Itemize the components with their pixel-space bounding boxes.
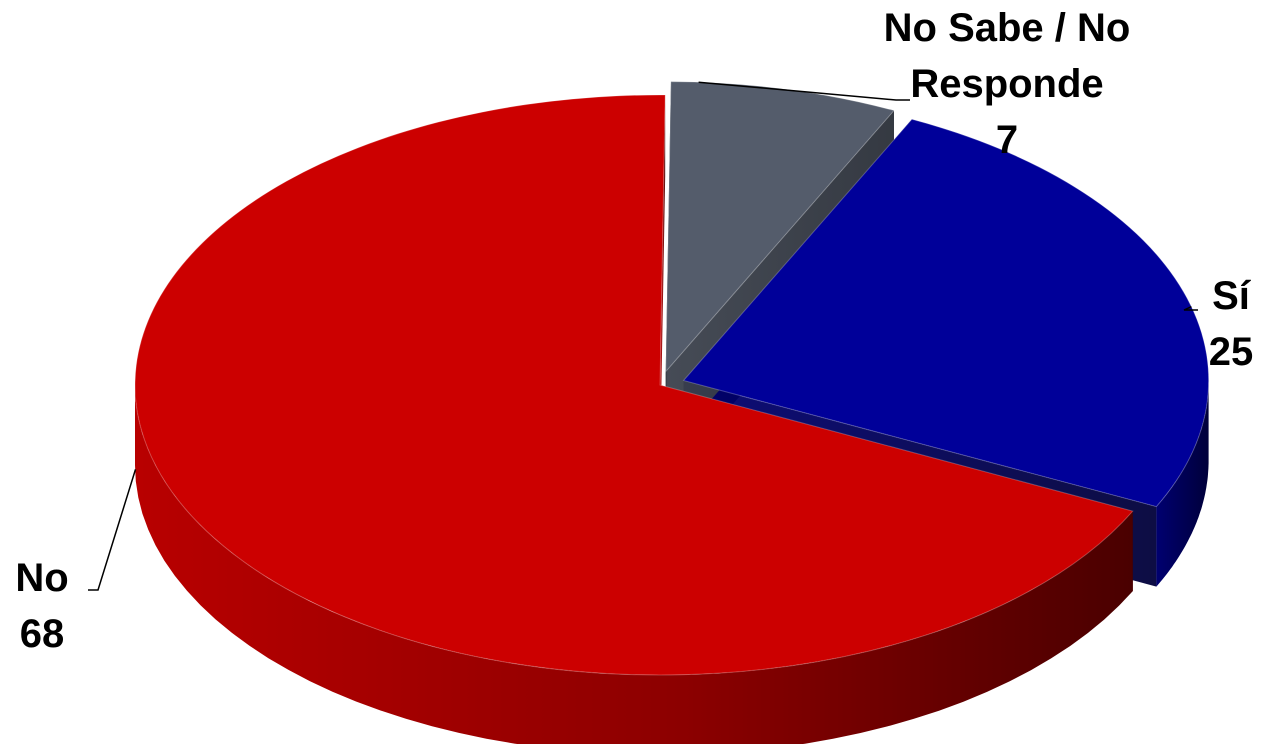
pie-slice-s-: [682, 118, 1210, 508]
slice-label-name: No: [15, 556, 69, 600]
slice-label-name-line-1: No Sabe / No: [883, 6, 1131, 50]
slice-label-value: 25: [1208, 330, 1254, 374]
slice-label-no-sabe-no-responde: No Sabe / No Responde 7: [862, 0, 1152, 168]
slice-label-si: Sí 25: [1196, 268, 1266, 380]
pie-slice-cut-face-2-1: [660, 95, 666, 465]
slice-label-name-line-2: Responde: [910, 62, 1104, 106]
leader-line-2: [88, 469, 137, 591]
pie-slice-side-2: [135, 385, 1133, 744]
pie-slice-side-1: [1156, 380, 1209, 587]
pie-slice-no: [134, 94, 1134, 676]
slice-label-name: Sí: [1212, 274, 1250, 318]
leader-line-0: [698, 81, 910, 101]
slice-label-value: 7: [995, 118, 1019, 162]
slice-label-no: No 68: [2, 550, 82, 662]
leader-line-1: [1183, 306, 1198, 311]
slice-label-value: 68: [19, 612, 65, 656]
